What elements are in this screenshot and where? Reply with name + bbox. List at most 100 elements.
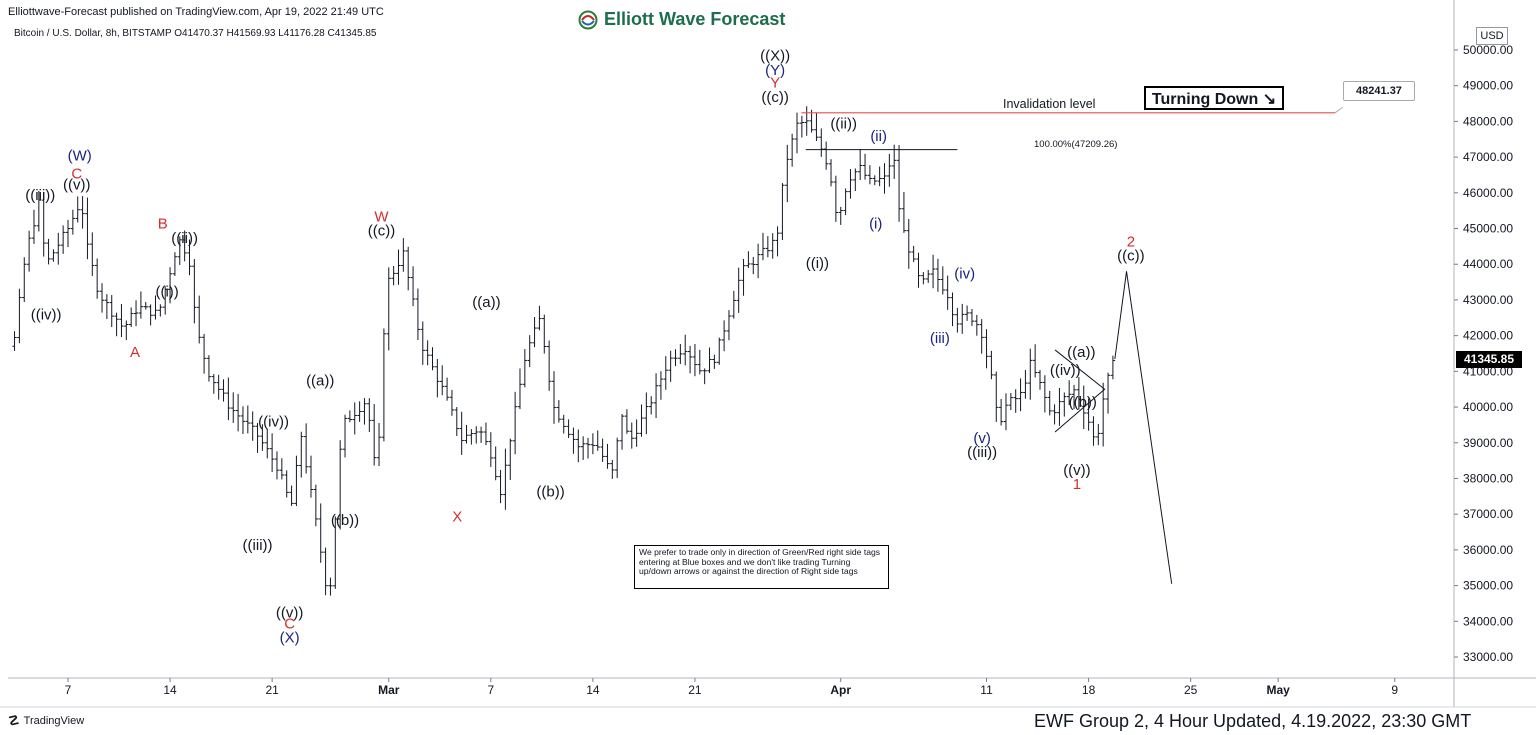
ohlc-bar	[741, 258, 746, 296]
ohlc-bar	[994, 371, 999, 422]
price-axis[interactable]: 33000.00 34000.00 35000.00 36000.00 37000.00…	[1454, 43, 1513, 664]
time-tick-label: Apr	[830, 683, 851, 697]
ohlc-bar	[867, 165, 873, 185]
ohlc-bar	[649, 396, 654, 415]
ohlc-bar	[211, 374, 216, 394]
tradingview-brand: ☡ TradingView	[8, 713, 84, 729]
ohlc-bar	[231, 392, 236, 423]
ohlc-bar	[109, 295, 114, 328]
price-tick-label: 47000.00	[1463, 150, 1513, 164]
ohlc-bar	[124, 320, 129, 341]
ohlc-bar	[819, 128, 824, 157]
ohlc-bar	[605, 443, 610, 469]
ohlc-bar	[508, 438, 513, 480]
time-tick-label: Mar	[378, 683, 400, 697]
ohlc-bar	[474, 426, 479, 444]
ohlc-bar	[770, 233, 775, 259]
ohlc-bar	[454, 407, 459, 437]
wave-label: (ii)	[870, 128, 887, 145]
ohlc-bar	[337, 440, 343, 530]
ohlc-bar	[391, 265, 396, 286]
ohlc-bar	[308, 455, 314, 498]
ohlc-bar	[493, 446, 498, 481]
ohlc-bar	[260, 424, 265, 451]
wave-label: A	[130, 344, 140, 361]
ohlc-bar	[143, 301, 148, 310]
ohlc-bar	[133, 300, 139, 327]
ohlc-bar	[376, 423, 382, 466]
ohlc-bar	[595, 430, 600, 451]
wave-label: ((b))	[1069, 394, 1097, 411]
time-axis[interactable]: 7 14 21 Mar 7 14 21 Apr 11 18 25 May 9	[65, 678, 1399, 697]
ohlc-bar	[80, 196, 85, 229]
ohlc-bar	[22, 257, 27, 302]
ohlc-bar	[46, 238, 51, 265]
ohlc-bar	[371, 404, 377, 466]
wave-label: ((b))	[331, 512, 359, 529]
ohlc-bar	[731, 290, 737, 319]
wave-label: ((iii))	[967, 444, 997, 461]
ohlc-bar	[532, 316, 537, 348]
ohlc-bar	[804, 106, 809, 136]
time-tick-label: 9	[1391, 683, 1398, 697]
wave-label: B	[158, 216, 168, 233]
brand-logo: Elliott Wave Forecast	[578, 9, 785, 30]
time-tick-label: 14	[586, 683, 600, 697]
price-tick-label: 49000.00	[1463, 79, 1513, 93]
ohlc-bar	[420, 321, 425, 365]
wave-label: (W)	[68, 148, 92, 165]
ohlc-bar	[289, 485, 294, 506]
price-tick-label: 50000.00	[1463, 43, 1513, 57]
ohlc-bar	[182, 230, 187, 262]
ohlc-bar	[989, 350, 994, 380]
ohlc-bar	[833, 175, 839, 222]
ohlc-bar	[201, 333, 207, 374]
ohlc-bar	[90, 232, 95, 276]
ohlc-bar	[12, 331, 17, 351]
wave-label: ((iii))	[243, 537, 273, 554]
ohlc-bar	[1013, 389, 1018, 413]
ohlc-bar	[148, 304, 153, 326]
fib-level-label: 100.00%(47209.26)	[1034, 139, 1118, 150]
wave-label: ((i))	[806, 255, 829, 272]
ohlc-bar	[537, 305, 542, 331]
price-tick-label: 48000.00	[1463, 114, 1513, 128]
turning-down-text: Turning Down	[1151, 91, 1259, 108]
time-tick-label: 14	[163, 683, 177, 697]
ohlc-bar	[1091, 416, 1096, 446]
ohlc-bar	[717, 337, 722, 365]
ohlc-bar	[197, 295, 202, 344]
ohlc-bar	[459, 411, 464, 455]
ohlc-bar	[187, 239, 192, 276]
ohlc-bar	[634, 419, 639, 447]
ohlc-bar	[313, 484, 319, 527]
ohlc-bar	[347, 410, 353, 423]
ohlc-bar	[444, 377, 450, 401]
ohlc-bar	[318, 503, 323, 563]
ohlc-bar	[926, 269, 931, 283]
currency-button[interactable]: USD	[1476, 27, 1508, 45]
ohlc-bar	[206, 355, 212, 382]
price-tick-label: 37000.00	[1463, 507, 1513, 521]
ohlc-bar	[226, 377, 231, 421]
ohlc-bar	[279, 458, 285, 480]
wave-label: ((X))	[760, 48, 790, 65]
ohlc-bar	[75, 196, 80, 223]
ohlc-bars	[12, 106, 1116, 596]
time-tick-label: 11	[980, 683, 993, 697]
ohlc-bar	[1096, 423, 1101, 446]
wave-label: 2	[1127, 233, 1135, 250]
ohlc-bar	[969, 309, 975, 326]
price-tick-label: 38000.00	[1463, 471, 1513, 485]
ohlc-bar	[736, 267, 741, 313]
wave-label: ((ii))	[830, 116, 857, 133]
ohlc-bar	[386, 267, 391, 351]
wave-label: ((c))	[761, 89, 788, 106]
ohlc-bar	[415, 288, 421, 341]
ohlc-bar	[41, 191, 46, 257]
price-tick-label: 40000.00	[1463, 400, 1513, 414]
ohlc-bar	[955, 307, 960, 333]
ohlc-bar	[119, 304, 124, 338]
ohlc-bar	[36, 190, 42, 232]
